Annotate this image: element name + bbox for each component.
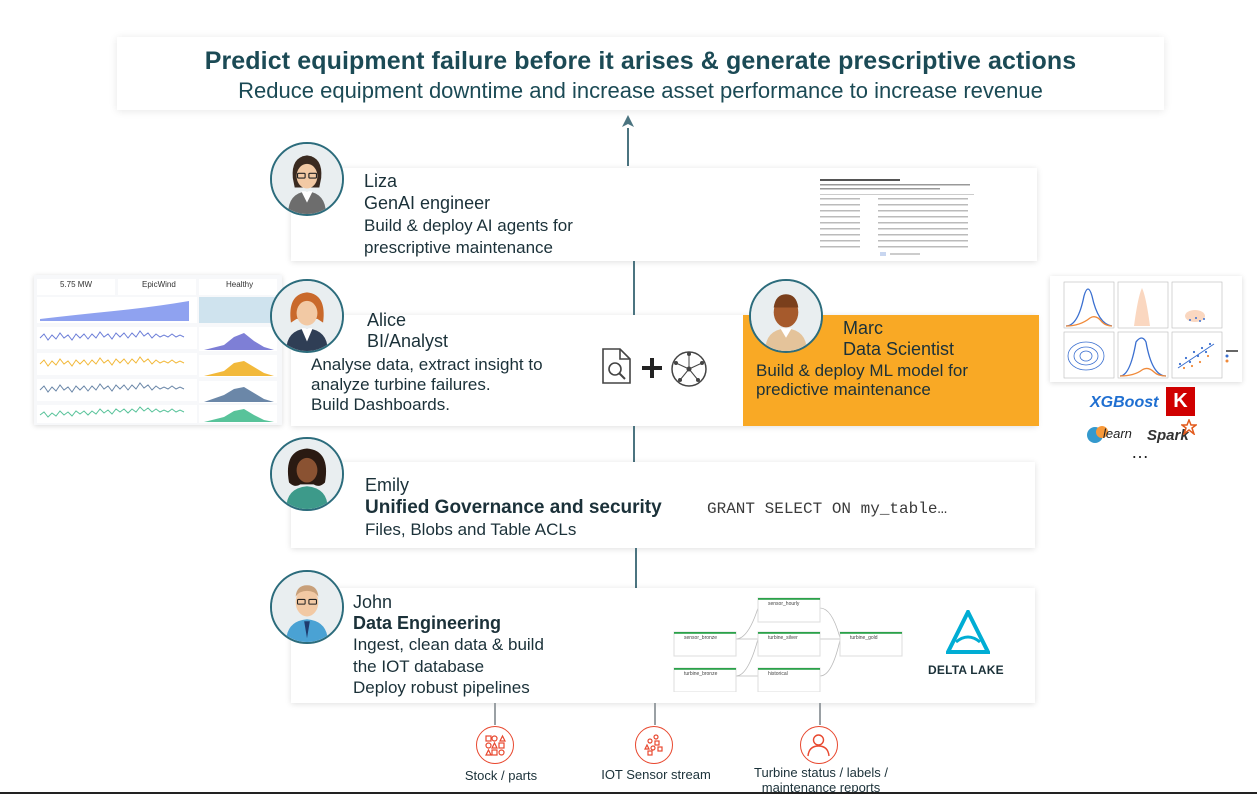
bi-dashboard-thumbnail: 5.75 MW EpicWind Healthy — [34, 275, 282, 425]
keras-logo-letter: K — [1173, 390, 1188, 412]
sklearn-shape-icon — [1087, 426, 1108, 443]
goal-subtitle: Reduce equipment downtime and increase a… — [238, 78, 1043, 103]
pipeline-dag — [673, 597, 903, 692]
pipeline-node-label: turbine_silver — [768, 635, 798, 641]
john-name: John — [353, 592, 393, 612]
pipeline-node-label: sensor_bronze — [684, 635, 718, 641]
alice-desc-2: analyze turbine failures. — [311, 375, 491, 394]
spark-logo-text: Spark — [1147, 427, 1189, 444]
john-desc-1: Ingest, clean data & build — [353, 635, 544, 654]
more-libraries: … — [1131, 442, 1149, 462]
pipeline-node — [757, 667, 821, 692]
source-label-iot: IOT Sensor stream — [601, 767, 711, 782]
emily-desc-1: Files, Blobs and Table ACLs — [365, 520, 577, 539]
network-globe-icon — [671, 351, 707, 387]
flow-line-upper — [627, 128, 629, 166]
keras-logo: K — [1166, 387, 1195, 416]
kpi-farm: EpicWind — [142, 280, 176, 289]
pipeline-node-label: turbine_bronze — [684, 671, 718, 677]
emily-avatar — [270, 437, 344, 511]
alice-name: Alice — [367, 310, 407, 330]
source-label-turbine-1: Turbine status / labels / — [754, 765, 888, 780]
pipeline-node-label: sensor_hourly — [768, 601, 800, 607]
alice-avatar — [270, 279, 344, 353]
spark-star-icon — [1181, 419, 1197, 435]
source-connector — [819, 703, 821, 725]
user-person-icon — [800, 726, 838, 764]
liza-desc-2: prescriptive maintenance — [364, 238, 553, 257]
alice-desc-1: Analyse data, extract insight to — [311, 355, 543, 374]
spark-logo: Spark — [1147, 419, 1199, 445]
agent-table-thumbnail — [818, 176, 976, 260]
stock-parts-icon — [476, 726, 514, 764]
pipeline-node — [757, 631, 821, 657]
pipeline-node — [673, 667, 737, 692]
emily-role: Unified Governance and security — [365, 497, 662, 518]
liza-desc-1: Build & deploy AI agents for — [364, 216, 573, 235]
source-connector — [654, 703, 656, 725]
john-avatar — [270, 570, 344, 644]
marc-desc-1: Build & deploy ML model for — [756, 361, 968, 380]
pipeline-node — [673, 631, 737, 657]
kpi-status: Healthy — [226, 280, 254, 289]
john-role: Data Engineering — [353, 613, 502, 633]
bottom-border — [0, 792, 1257, 794]
kpi-power: 5.75 MW — [60, 280, 93, 289]
pipeline-node — [757, 597, 821, 623]
pipeline-node-label: turbine_gold — [850, 635, 878, 641]
alice-desc-3: Build Dashboards. — [311, 395, 450, 414]
source-connector — [494, 703, 496, 725]
source-label-stock: Stock / parts — [464, 768, 538, 783]
john-desc-2: the IOT database — [353, 657, 485, 676]
liza-avatar — [270, 142, 344, 216]
pipeline-node — [839, 631, 903, 657]
sklearn-logo-text: learn — [1103, 426, 1132, 441]
emily-name: Emily — [365, 475, 409, 495]
goal-title: Predict equipment failure before it aris… — [204, 47, 1077, 75]
alice-role: BI/Analyst — [367, 331, 449, 351]
sklearn-logo: learn — [1087, 424, 1135, 444]
flow-line-lower — [635, 548, 637, 588]
grant-sql-snippet: GRANT SELECT ON my_table… — [707, 500, 948, 518]
john-card — [291, 588, 1035, 703]
flow-arrowhead-icon — [622, 115, 634, 127]
flow-line-middle — [633, 261, 635, 315]
ml-pairplot-thumbnail — [1050, 276, 1242, 382]
john-desc-3: Deploy robust pipelines — [353, 678, 530, 697]
emily-card — [291, 462, 1035, 548]
goal-banner: Predict equipment failure before it aris… — [117, 37, 1164, 110]
xgboost-logo: XGBoost — [1090, 394, 1159, 411]
delta-lake-icon — [946, 610, 990, 654]
marc-desc-2: predictive maintenance — [756, 380, 931, 399]
iot-sensor-icon — [635, 726, 673, 764]
document-search-icon — [602, 348, 631, 384]
plus-icon — [642, 358, 662, 378]
source-label-turbine-2: maintenance reports — [761, 780, 881, 794]
pipeline-node-label: historical — [768, 671, 788, 677]
liza-role: GenAI engineer — [364, 193, 491, 213]
delta-lake-label: DELTA LAKE — [928, 663, 1004, 677]
marc-avatar — [749, 279, 823, 353]
liza-name: Liza — [364, 171, 398, 191]
marc-role: Data Scientist — [843, 339, 955, 359]
marc-name: Marc — [843, 318, 883, 338]
flow-line-middle-2 — [633, 426, 635, 462]
